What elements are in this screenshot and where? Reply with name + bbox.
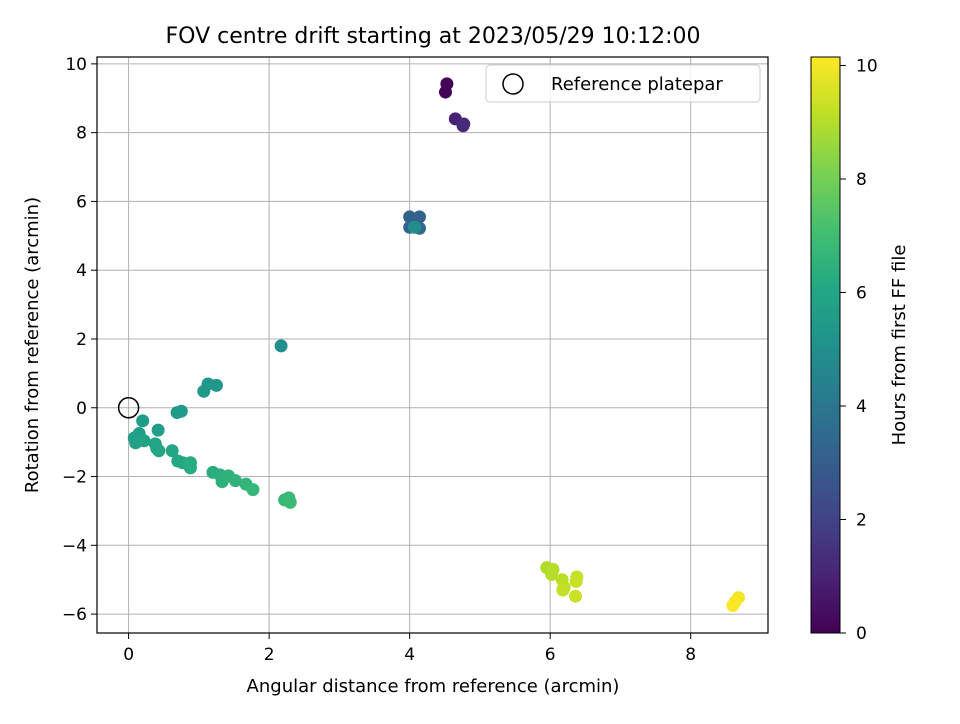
- scatter-point: [726, 598, 740, 612]
- scatter-point: [403, 210, 417, 224]
- scatter-point: [456, 119, 470, 133]
- axes: 0 2 4 6 8 −6 −4 −2 0 2 4 6 8 10: [62, 55, 769, 665]
- colorbar-tick-label: 8: [856, 170, 867, 190]
- colorbar-tick-label: 0: [856, 624, 867, 644]
- colorbar-tick-label: 10: [856, 57, 878, 77]
- scatter-point: [568, 589, 582, 603]
- scatter-point: [151, 423, 165, 437]
- plot-frame: [96, 56, 769, 634]
- x-axis-label: Angular distance from reference (arcmin): [247, 676, 620, 697]
- scatter-point: [209, 378, 223, 392]
- x-tick-label: 6: [545, 645, 556, 665]
- scatter-point: [150, 441, 164, 455]
- scatter-point: [569, 574, 583, 588]
- scatter-point: [545, 568, 559, 582]
- scatter-point: [197, 384, 211, 398]
- scatter-point: [165, 444, 179, 458]
- chart-title: FOV centre drift starting at 2023/05/29 …: [166, 24, 701, 49]
- y-tick-label: −2: [62, 468, 87, 488]
- y-tick-label: 10: [65, 55, 87, 75]
- colorbar-tick-label: 2: [856, 511, 867, 531]
- scatter-point: [283, 495, 297, 509]
- x-tick-label: 8: [685, 645, 696, 665]
- scatter-point: [274, 339, 288, 353]
- y-tick-label: −6: [62, 605, 87, 625]
- y-tick-label: 6: [76, 192, 87, 212]
- scatter-point: [408, 220, 422, 234]
- colorbar-tick-label: 4: [856, 397, 867, 417]
- reference-platepar-marker: [117, 397, 140, 419]
- legend: Reference platepar: [485, 64, 761, 103]
- y-axis-label: Rotation from reference (arcmin): [22, 197, 43, 493]
- scatter-point: [246, 483, 260, 497]
- x-tick-label: 0: [123, 645, 134, 665]
- scatter-point: [438, 85, 452, 99]
- legend-reference-marker: [502, 73, 524, 95]
- colorbar-ticks: 0 2 4 6 8 10: [840, 57, 878, 644]
- y-tick-label: 2: [76, 330, 87, 350]
- y-tick-label: 4: [76, 261, 87, 281]
- colorbar-tick-label: 6: [856, 284, 867, 304]
- scatter-points: [117, 77, 745, 612]
- legend-box: [485, 64, 761, 103]
- scatter-point: [228, 474, 242, 488]
- legend-entry-label: Reference platepar: [551, 74, 723, 95]
- scatter-point: [556, 583, 570, 597]
- scatter-point: [413, 210, 427, 224]
- scatter-point: [183, 461, 197, 475]
- colorbar: [810, 56, 841, 634]
- y-tick-label: 0: [76, 399, 87, 419]
- x-tick-label: 2: [264, 645, 275, 665]
- y-tick-label: −4: [62, 536, 87, 556]
- x-tick-label: 4: [404, 645, 415, 665]
- scatter-point: [137, 434, 151, 448]
- scatter-point: [136, 414, 150, 428]
- y-tick-label: 8: [76, 124, 87, 144]
- scatter-point: [170, 406, 184, 420]
- colorbar-label: Hours from first FF file: [889, 245, 910, 446]
